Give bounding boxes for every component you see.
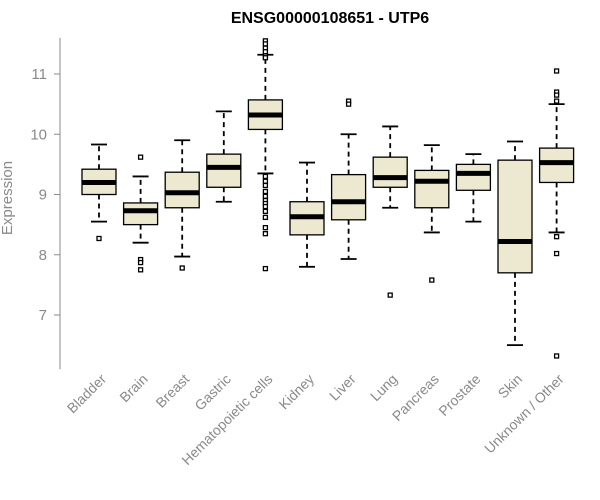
x-category-label: Prostate [435, 371, 483, 419]
y-tick-label: 7 [39, 307, 47, 324]
box-group [372, 125, 408, 298]
box-group [164, 139, 200, 271]
outlier-point [262, 49, 269, 55]
y-tick-label: 10 [30, 126, 47, 143]
outlier-point [262, 203, 269, 210]
outlier-point [553, 68, 560, 74]
outlier-point [262, 193, 269, 199]
x-category-label: Breast [152, 371, 192, 411]
box-iqr [164, 171, 200, 209]
box-iqr [414, 169, 450, 209]
box-iqr [206, 153, 242, 188]
x-category-label: Kidney [276, 371, 318, 413]
box-iqr [538, 147, 575, 184]
outlier-point [262, 224, 269, 231]
outlier-point [137, 267, 144, 273]
outlier-point [262, 231, 269, 237]
plot-area [81, 38, 575, 359]
x-category-label: Brain [116, 371, 150, 405]
box-iqr [497, 159, 533, 274]
outlier-point [262, 188, 269, 195]
box-group [497, 140, 533, 347]
box-iqr [372, 156, 408, 188]
x-category-label: Unknown / Other [481, 371, 567, 457]
y-tick-label: 11 [31, 66, 47, 83]
outlier-point [429, 277, 435, 283]
y-tick-label: 9 [39, 187, 47, 204]
box-group [455, 153, 492, 223]
y-axis-label: Expression [0, 161, 16, 235]
outlier-point [553, 250, 560, 257]
outlier-point [387, 292, 393, 298]
outlier-point [553, 353, 560, 359]
y-tick-label: 8 [39, 247, 47, 264]
x-category-label: Liver [326, 371, 359, 404]
box-group [330, 98, 367, 260]
x-category-label: Lung [367, 371, 400, 404]
outlier-point [179, 265, 185, 271]
x-category-label: Bladder [64, 371, 110, 417]
outlier-point [137, 154, 144, 160]
chart-title: ENSG00000108651 - UTP6 [231, 10, 429, 27]
box-iqr [122, 202, 159, 226]
outlier-point [345, 101, 352, 107]
outlier-point [262, 178, 269, 184]
outlier-point [553, 234, 560, 240]
box-group [538, 68, 575, 359]
box-group [81, 143, 117, 242]
y-axis: 7 8 9 10 11 [30, 37, 61, 370]
box-iqr [455, 163, 492, 191]
box-group [247, 38, 284, 272]
outlier-point [262, 265, 269, 272]
box-group [122, 154, 159, 273]
outlier-point [553, 92, 560, 98]
outlier-point [262, 182, 269, 189]
box-group [289, 161, 325, 268]
outlier-point [262, 173, 269, 180]
outlier-point [137, 259, 144, 266]
x-category-label: Skin [495, 371, 526, 402]
box-iqr [330, 173, 367, 221]
box-group [206, 110, 242, 203]
box-group [414, 144, 450, 283]
outlier-point [262, 208, 269, 215]
outlier-point [262, 55, 269, 61]
outlier-point [262, 214, 269, 221]
outlier-point [262, 41, 269, 47]
outlier-point [553, 98, 560, 104]
outlier-point [96, 235, 102, 242]
